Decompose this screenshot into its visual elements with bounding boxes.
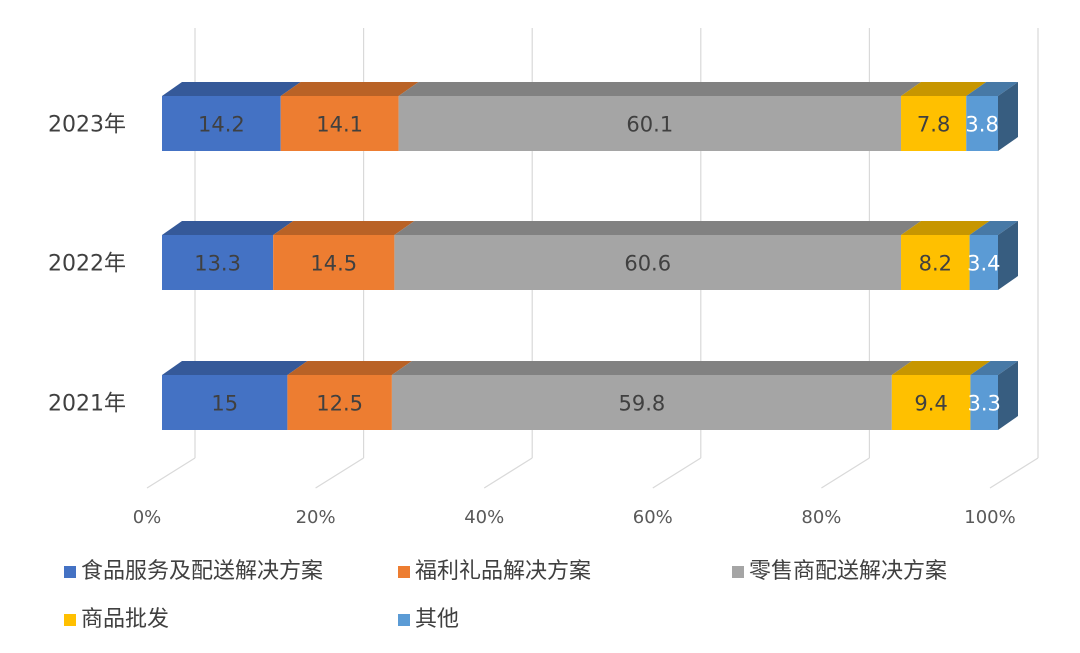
legend-label: 福利礼品解决方案	[415, 559, 591, 584]
y-category-label: 2021年	[48, 392, 126, 417]
data-label: 14.2	[198, 113, 245, 137]
bar-segment-top	[398, 82, 922, 96]
gridline-floor	[315, 457, 364, 489]
gridline-floor	[652, 457, 702, 489]
data-label: 15	[211, 392, 238, 416]
legend-swatch	[64, 614, 76, 626]
bar-segment	[391, 375, 892, 430]
bar-segment-side	[998, 221, 1018, 290]
bar-segment-top	[394, 221, 922, 235]
x-tick-label: 20%	[296, 507, 336, 528]
bar-segment	[969, 235, 998, 290]
data-label: 9.4	[914, 392, 947, 416]
x-tick-label: 100%	[964, 507, 1015, 528]
legend-label: 食品服务及配送解决方案	[81, 559, 323, 584]
bar-segment	[966, 96, 998, 151]
bar-segment-top	[287, 361, 412, 375]
bar-segment-top	[162, 82, 301, 96]
bar-segment	[901, 96, 967, 151]
gridline-floor	[989, 457, 1039, 489]
data-label: 3.3	[968, 392, 1001, 416]
bar-segment-top	[970, 361, 1018, 375]
legend-swatch	[732, 566, 744, 578]
x-tick-label: 0%	[133, 507, 162, 528]
data-label: 13.3	[194, 252, 241, 276]
bar-segment-top	[969, 221, 1018, 235]
bar-segment	[162, 235, 274, 290]
legend-label: 其他	[415, 607, 459, 632]
data-label: 3.8	[965, 113, 998, 137]
legend-label: 商品批发	[81, 607, 169, 632]
legend-swatch	[64, 566, 76, 578]
gridline-floor	[483, 457, 533, 489]
bar-segment-top	[162, 221, 294, 235]
legend-label: 零售商配送解决方案	[749, 559, 947, 584]
bar-segment	[162, 96, 281, 151]
data-label: 7.8	[917, 113, 950, 137]
bar-segment	[970, 375, 998, 430]
bar-segment-top	[901, 221, 990, 235]
gridline-floor	[821, 457, 870, 489]
legend-swatch	[398, 614, 410, 626]
data-label: 14.1	[316, 113, 363, 137]
bar-segment-top	[273, 221, 415, 235]
bar-segment	[901, 235, 970, 290]
y-category-label: 2022年	[48, 252, 126, 277]
bar-segment	[273, 235, 395, 290]
bar-segment	[394, 235, 902, 290]
data-label: 12.5	[316, 392, 363, 416]
bar-segment	[162, 375, 288, 430]
bar-segment-side	[998, 361, 1018, 430]
data-label: 14.5	[310, 252, 357, 276]
x-tick-label: 60%	[633, 507, 673, 528]
data-label: 60.6	[624, 252, 671, 276]
bar-segment-top	[966, 82, 1018, 96]
bar-segment	[398, 96, 902, 151]
bar-segment-side	[998, 82, 1018, 151]
bar-segment	[891, 375, 971, 430]
x-tick-label: 80%	[801, 507, 841, 528]
bar-segment-top	[280, 82, 419, 96]
legend-swatch	[398, 566, 410, 578]
data-label: 8.2	[919, 252, 952, 276]
bar-segment	[280, 96, 399, 151]
bar-segment-top	[901, 82, 987, 96]
y-category-label: 2023年	[48, 113, 126, 138]
x-tick-label: 40%	[464, 507, 504, 528]
bar-segment-top	[162, 361, 308, 375]
data-label: 60.1	[626, 113, 673, 137]
bar-segment	[287, 375, 392, 430]
gridline-floor	[146, 457, 196, 489]
data-label: 59.8	[618, 392, 665, 416]
bar-segment-top	[391, 361, 912, 375]
bar-segment-top	[891, 361, 991, 375]
data-label: 3.4	[967, 252, 1000, 276]
